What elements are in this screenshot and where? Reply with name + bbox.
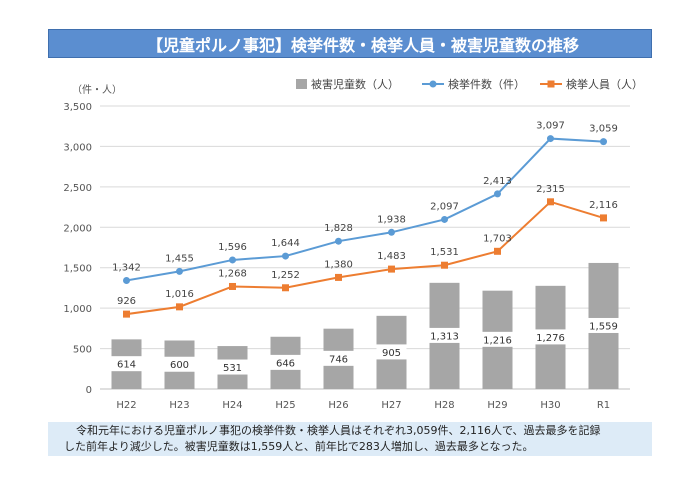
bar-data-label: 646 (276, 358, 295, 369)
cases-point (441, 215, 448, 223)
persons-point (282, 284, 289, 292)
cases-point (176, 267, 183, 275)
cases-point (600, 138, 607, 146)
cases-data-label: 3,059 (589, 124, 618, 135)
persons-point (229, 282, 236, 290)
x-tick-label: H29 (487, 400, 507, 411)
legend-swatch-victims (296, 79, 307, 89)
bar-label-bg (323, 350, 354, 366)
x-tick-label: R1 (597, 400, 610, 411)
legend-label-persons: 検挙人員（人） (566, 77, 643, 91)
legend-label-cases: 検挙件数（件） (448, 77, 525, 91)
bar-data-label: 1,216 (483, 335, 512, 346)
cases-data-label: 3,097 (536, 121, 565, 132)
cases-point (282, 252, 289, 260)
x-tick-label: H27 (381, 400, 401, 411)
caption-line-1: 令和元年における児童ポルノ事犯の検挙件数・検挙人員はそれぞれ3,059件、2,1… (76, 424, 601, 437)
bar-data-label: 531 (223, 363, 242, 374)
cases-data-label: 1,342 (112, 262, 141, 273)
cases-data-label: 2,097 (430, 201, 459, 212)
bar-label-bg (217, 359, 248, 375)
cases-data-label: 1,828 (324, 223, 353, 234)
caption-line-2: した前年より減少した。被害児童数は1,559人と、前年比で283人増加し、過去最… (64, 440, 534, 453)
persons-data-label: 1,531 (430, 247, 459, 258)
x-tick-label: H28 (434, 400, 454, 411)
cases-data-label: 1,938 (377, 214, 406, 225)
persons-data-label: 1,703 (483, 233, 512, 244)
persons-data-label: 926 (117, 296, 136, 307)
bar-label-bg (429, 327, 460, 343)
persons-line (126, 200, 604, 316)
cases-line (126, 137, 604, 282)
bar-label-bg (376, 344, 407, 360)
x-tick-label: H24 (222, 400, 242, 411)
cases-data-label: 1,644 (271, 238, 300, 249)
bar-data-label: 1,276 (536, 333, 565, 344)
chart-title: 【児童ポルノ事犯】検挙件数・検挙人員・被害児童数の推移 (48, 29, 652, 58)
y-tick-label: 500 (73, 345, 92, 356)
persons-point (547, 198, 554, 206)
bar-data-label: 1,313 (430, 331, 459, 342)
bar-label-bg (482, 331, 513, 347)
x-tick-label: H26 (328, 400, 348, 411)
cases-point (229, 256, 236, 264)
bar-data-label: 614 (117, 360, 136, 371)
legend-marker-cases (429, 80, 437, 88)
y-tick-label: 2,000 (63, 223, 92, 234)
x-tick-label: H23 (169, 400, 189, 411)
persons-point (600, 214, 607, 222)
cases-data-label: 2,413 (483, 176, 512, 187)
persons-data-label: 1,268 (218, 268, 247, 279)
bar-data-label: 746 (329, 354, 348, 365)
persons-data-label: 2,315 (536, 184, 565, 195)
y-tick-label: 0 (86, 385, 92, 396)
cases-point (388, 228, 395, 236)
persons-point (388, 265, 395, 273)
persons-point (335, 273, 342, 281)
y-axis-unit-label: （件・人） (72, 84, 122, 96)
persons-point (176, 303, 183, 311)
persons-point (441, 261, 448, 269)
cases-point (123, 276, 130, 284)
legend-label-victims: 被害児童数（人） (311, 77, 399, 91)
x-tick-label: H25 (275, 400, 295, 411)
cases-point (547, 135, 554, 143)
x-tick-label: H22 (116, 400, 136, 411)
legend-marker-persons (547, 80, 555, 88)
bar-label-bg (111, 356, 142, 372)
bar-data-label: 600 (170, 360, 189, 371)
bar-label-bg (535, 329, 566, 345)
cases-data-label: 1,596 (218, 242, 247, 253)
bar-label-bg (270, 354, 301, 370)
bar-label-bg (588, 317, 619, 333)
x-tick-label: H30 (540, 400, 560, 411)
bar-data-label: 1,559 (589, 321, 618, 332)
persons-point (123, 310, 130, 318)
y-tick-label: 3,500 (63, 102, 92, 113)
persons-data-label: 1,483 (377, 251, 406, 262)
persons-data-label: 1,380 (324, 259, 353, 270)
cases-point (494, 190, 501, 198)
y-tick-label: 1,000 (63, 304, 92, 315)
persons-data-label: 1,252 (271, 270, 300, 281)
y-tick-label: 3,000 (63, 142, 92, 153)
cases-data-label: 1,455 (165, 253, 194, 264)
y-tick-label: 1,500 (63, 264, 92, 275)
persons-data-label: 1,016 (165, 289, 194, 300)
caption-box: 令和元年における児童ポルノ事犯の検挙件数・検挙人員はそれぞれ3,059件、2,1… (48, 422, 652, 456)
cases-point (335, 237, 342, 245)
y-tick-label: 2,500 (63, 183, 92, 194)
bar-label-bg (164, 356, 195, 372)
bar-data-label: 905 (382, 348, 401, 359)
persons-point (494, 247, 501, 255)
persons-data-label: 2,116 (589, 200, 618, 211)
